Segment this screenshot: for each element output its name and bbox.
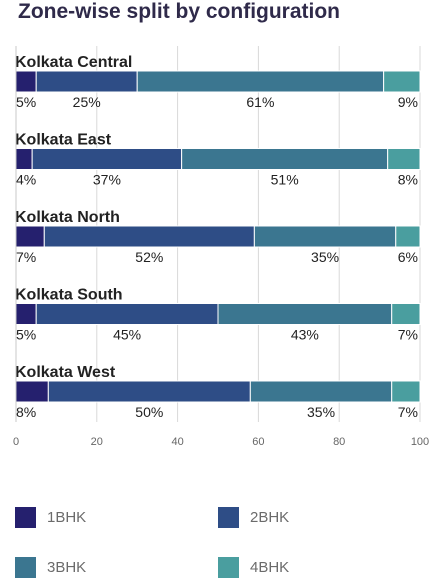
bar-segment: [35, 70, 138, 93]
bar-segment: [391, 303, 421, 325]
data-label: 8%: [398, 172, 418, 188]
bar-segment: [47, 380, 251, 403]
bar-segment: [181, 148, 389, 170]
chart-title: Zone-wise split by configuration: [18, 0, 341, 23]
bar-segment: [15, 148, 33, 170]
bar-segment: [15, 303, 37, 325]
bar-segment: [31, 148, 183, 170]
data-label: 45%: [113, 327, 141, 343]
data-label: 61%: [246, 94, 274, 110]
data-label: 7%: [398, 404, 418, 420]
data-label: 6%: [398, 249, 418, 265]
data-label: 7%: [16, 249, 36, 265]
data-label: 25%: [73, 94, 101, 110]
x-tick-label: 100: [411, 436, 429, 448]
category-label: Kolkata North: [15, 209, 120, 226]
bar-segment: [15, 70, 37, 93]
data-label: 51%: [271, 172, 299, 188]
category-label: Kolkata East: [15, 132, 112, 149]
x-tick-label: 40: [171, 436, 183, 448]
x-tick-label: 20: [91, 436, 103, 448]
x-tick-label: 60: [252, 436, 264, 448]
category-label: Kolkata South: [15, 287, 123, 304]
data-label: 4%: [16, 172, 36, 188]
x-tick-label: 80: [333, 436, 345, 448]
data-label: 7%: [398, 327, 418, 343]
category-label: Kolkata West: [15, 364, 116, 381]
data-label: 9%: [398, 94, 418, 110]
data-label: 5%: [16, 327, 36, 343]
bar-segment: [217, 303, 393, 325]
data-label: 43%: [291, 327, 319, 343]
bar-segment: [387, 148, 421, 170]
category-label: Kolkata Central: [15, 54, 132, 71]
data-label: 35%: [307, 404, 335, 420]
data-label: 35%: [311, 249, 339, 265]
data-label: 37%: [93, 172, 121, 188]
bar-segment: [391, 380, 421, 403]
bar-segment: [395, 225, 421, 248]
data-label: 52%: [135, 249, 163, 265]
bar-segment: [383, 70, 421, 93]
data-label: 5%: [16, 94, 36, 110]
data-label: 50%: [135, 404, 163, 420]
bar-segment: [15, 225, 45, 248]
bar-segment: [15, 380, 49, 403]
data-label: 8%: [16, 404, 36, 420]
bar-segment: [136, 70, 385, 93]
bar-segment: [249, 380, 393, 403]
bar-segment: [35, 303, 219, 325]
bar-segment: [43, 225, 255, 248]
bar-segment: [253, 225, 397, 248]
x-tick-label: 0: [13, 436, 19, 448]
